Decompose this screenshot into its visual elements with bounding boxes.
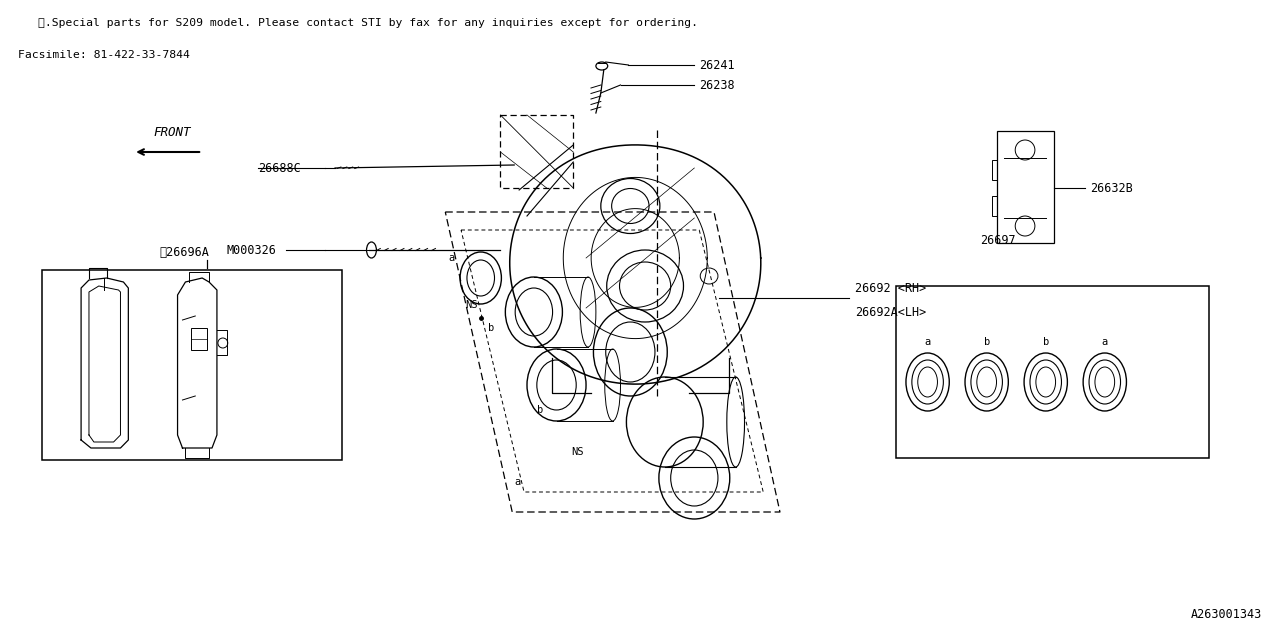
Bar	[997, 131, 1053, 243]
Text: NS: NS	[465, 300, 477, 310]
Text: NS: NS	[571, 447, 584, 457]
Text: ※.Special parts for S209 model. Please contact STI by fax for any inquiries exce: ※.Special parts for S209 model. Please c…	[38, 18, 698, 28]
Text: 26241: 26241	[699, 58, 735, 72]
Text: b: b	[1043, 337, 1048, 347]
Text: 26692A<LH>: 26692A<LH>	[855, 305, 925, 319]
Text: Facsimile: 81-422-33-7844: Facsimile: 81-422-33-7844	[18, 50, 189, 60]
Text: 26692 <RH>: 26692 <RH>	[855, 282, 925, 294]
Bar	[992, 160, 997, 180]
Bar	[42, 270, 342, 460]
Text: 26238: 26238	[699, 79, 735, 92]
Bar	[191, 328, 207, 350]
Text: 26688C: 26688C	[259, 161, 301, 175]
Bar	[992, 196, 997, 216]
Text: 26632B: 26632B	[1091, 182, 1133, 195]
Text: ※26696A: ※26696A	[160, 246, 210, 259]
Text: A263001343: A263001343	[1190, 609, 1262, 621]
Text: M000326: M000326	[227, 243, 276, 257]
Text: a: a	[448, 253, 454, 263]
Bar	[896, 286, 1210, 458]
Text: a: a	[1102, 337, 1108, 347]
Text: b: b	[488, 323, 494, 333]
Text: a: a	[924, 337, 931, 347]
Text: a: a	[515, 477, 521, 487]
Text: 26697: 26697	[979, 234, 1015, 246]
Text: b: b	[536, 405, 543, 415]
Text: b: b	[983, 337, 989, 347]
Text: FRONT: FRONT	[154, 125, 192, 138]
